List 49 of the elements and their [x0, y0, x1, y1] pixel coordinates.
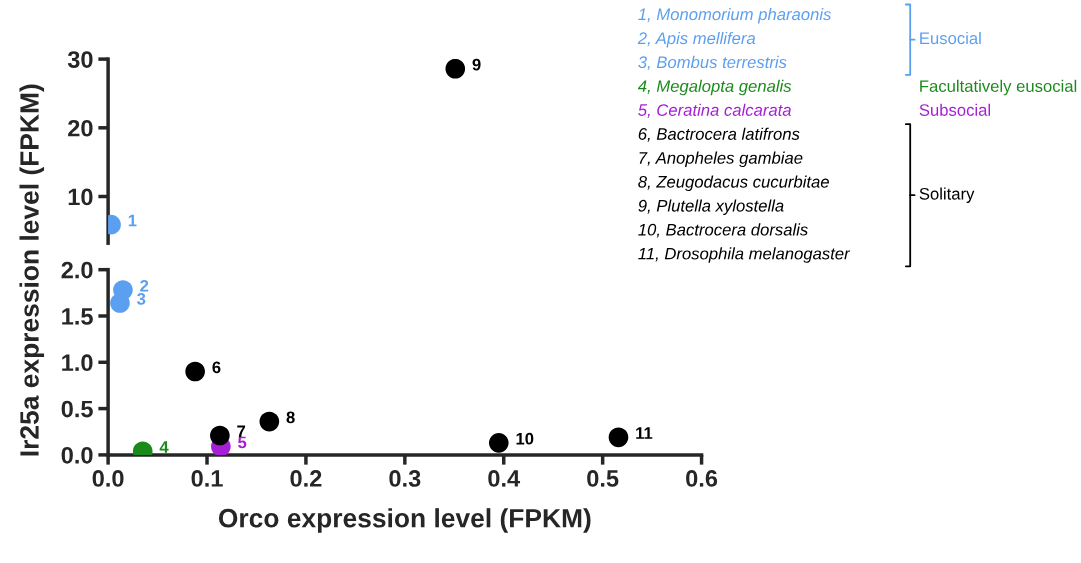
legend-label: 8, Zeugodacus cucurbitae: [638, 175, 829, 192]
annotation: 5: [238, 436, 247, 449]
text: Subsocial: [919, 103, 990, 116]
x-tick-label: 0.0: [92, 470, 124, 487]
text: 1, Monomorium pharaonis: [638, 8, 832, 24]
y-tick-label: 2.0: [61, 261, 93, 279]
y-axis-title: Ir25a expression level (FPKM): [19, 84, 45, 456]
point: [210, 425, 230, 446]
text: Facultatively eusocial: [920, 79, 1077, 96]
legend-label: 11, Drosophila melanogaster: [638, 247, 851, 263]
annotation: 2: [140, 279, 149, 292]
y-tick-label: 0.0: [61, 446, 93, 464]
annotation: 4: [159, 441, 169, 453]
y-tick-label: 20: [68, 119, 93, 137]
x-tick-label: 0.5: [587, 470, 619, 487]
annotation: 3: [137, 292, 146, 305]
text: Eusocial: [920, 31, 981, 45]
text: 9, Plutella xylostella: [638, 199, 784, 215]
y-tick-label: 30: [67, 51, 93, 68]
legend-label: 3, Bombus terrestris: [638, 55, 787, 71]
point: [259, 411, 280, 432]
annotation: 1: [128, 214, 137, 227]
annotation: 8: [286, 411, 295, 424]
point: [488, 433, 509, 453]
y-tick-label: 10: [68, 188, 93, 206]
point: [608, 427, 629, 448]
point: [110, 293, 130, 313]
x-axis-title: Orco expression level (FPKM): [218, 508, 591, 533]
x-tick-label: 0.3: [389, 470, 421, 487]
annotation: 11: [636, 427, 653, 439]
x-tick-label: 0.4: [488, 470, 521, 487]
annotation: 6: [212, 361, 221, 374]
x-tick-label: 0.2: [290, 470, 322, 487]
text: Solitary: [919, 187, 975, 203]
y-tick-label: 0.5: [61, 400, 93, 418]
legend-label: 4, Megalopta genalis: [637, 79, 792, 96]
annotation: 9: [472, 58, 481, 71]
annotation: 10: [516, 432, 534, 445]
y-tick-label: 1.5: [62, 308, 93, 325]
legend-label: 2, Apis mellifera: [637, 31, 756, 48]
x-tick-label: 0.1: [191, 470, 223, 487]
annotation: 7: [237, 425, 246, 437]
legend-label: 7, Anopheles gambiae: [639, 151, 803, 168]
y-tick-label: 1.0: [62, 354, 93, 372]
legend-label: 5, Ceratina calcarata: [638, 103, 792, 118]
point: [185, 361, 205, 382]
legend-label: 10, Bactrocera dorsalis: [638, 223, 808, 238]
x-tick-label: 0.6: [686, 470, 718, 487]
legend-label: 6, Bactrocera latifrons: [638, 127, 800, 142]
